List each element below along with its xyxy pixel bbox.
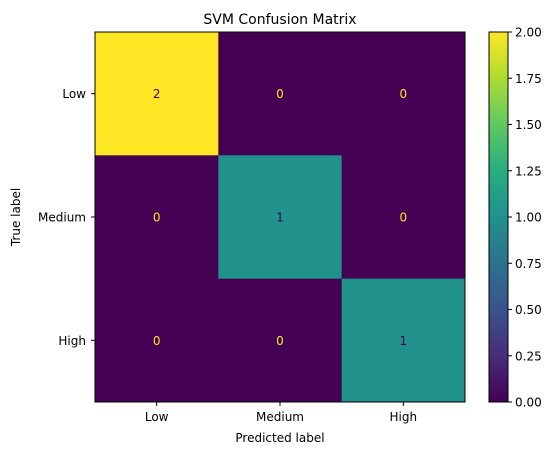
cell-value-label: 0 xyxy=(400,87,408,101)
colorbar-tick-label: 1.75 xyxy=(515,72,542,86)
matrix-cell xyxy=(341,278,466,403)
colorbar-tick-label: 2.00 xyxy=(515,26,542,40)
y-tick-label: Low xyxy=(62,87,86,101)
matrix-cell xyxy=(95,155,219,280)
matrix-cell xyxy=(218,278,343,403)
colorbar xyxy=(488,31,509,403)
x-axis-label: Predicted label xyxy=(235,431,324,445)
matrix-cells xyxy=(95,32,466,403)
colorbar-tick-label: 1.50 xyxy=(515,118,542,132)
matrix-cell xyxy=(341,32,466,156)
cell-value-label: 0 xyxy=(153,334,161,348)
colorbar-tick-label: 0.75 xyxy=(515,257,542,271)
cell-value-label: 0 xyxy=(276,87,284,101)
x-axis-ticks: Low Medium High xyxy=(145,402,417,424)
cell-value-label: 0 xyxy=(153,210,161,224)
colorbar-tick-label: 0.50 xyxy=(515,303,542,317)
x-tick-label: Low xyxy=(145,410,169,424)
colorbar-tick-label: 1.00 xyxy=(515,211,542,225)
cell-value-label: 0 xyxy=(276,334,284,348)
y-tick-label: High xyxy=(58,334,86,348)
y-axis-ticks: Low Medium High xyxy=(38,87,95,348)
x-tick-label: High xyxy=(390,410,418,424)
cell-value-label: 2 xyxy=(153,87,161,101)
chart-title: SVM Confusion Matrix xyxy=(203,12,356,28)
cell-value-label: 0 xyxy=(400,210,408,224)
colorbar-tick-label: 1.25 xyxy=(515,164,542,178)
colorbar-tick-label: 0.25 xyxy=(515,349,542,363)
y-axis-label: True label xyxy=(9,188,23,247)
cell-value-label: 1 xyxy=(400,334,408,348)
colorbar-tick-label: 0.00 xyxy=(515,396,542,410)
cell-value-label: 1 xyxy=(276,210,284,224)
colorbar-ticks: 0.00 0.25 0.50 0.75 1.00 1.25 1.50 1.75 2.00 xyxy=(508,26,542,410)
matrix-cell xyxy=(218,155,343,280)
matrix-cell xyxy=(95,278,219,403)
matrix-cell xyxy=(95,32,219,156)
y-tick-label: Medium xyxy=(38,210,86,224)
matrix-cell xyxy=(218,32,343,156)
x-tick-label: Medium xyxy=(256,410,304,424)
matrix-cell xyxy=(341,155,466,280)
matrix-cell-labels: 2 0 0 0 1 0 0 0 1 xyxy=(153,87,407,348)
